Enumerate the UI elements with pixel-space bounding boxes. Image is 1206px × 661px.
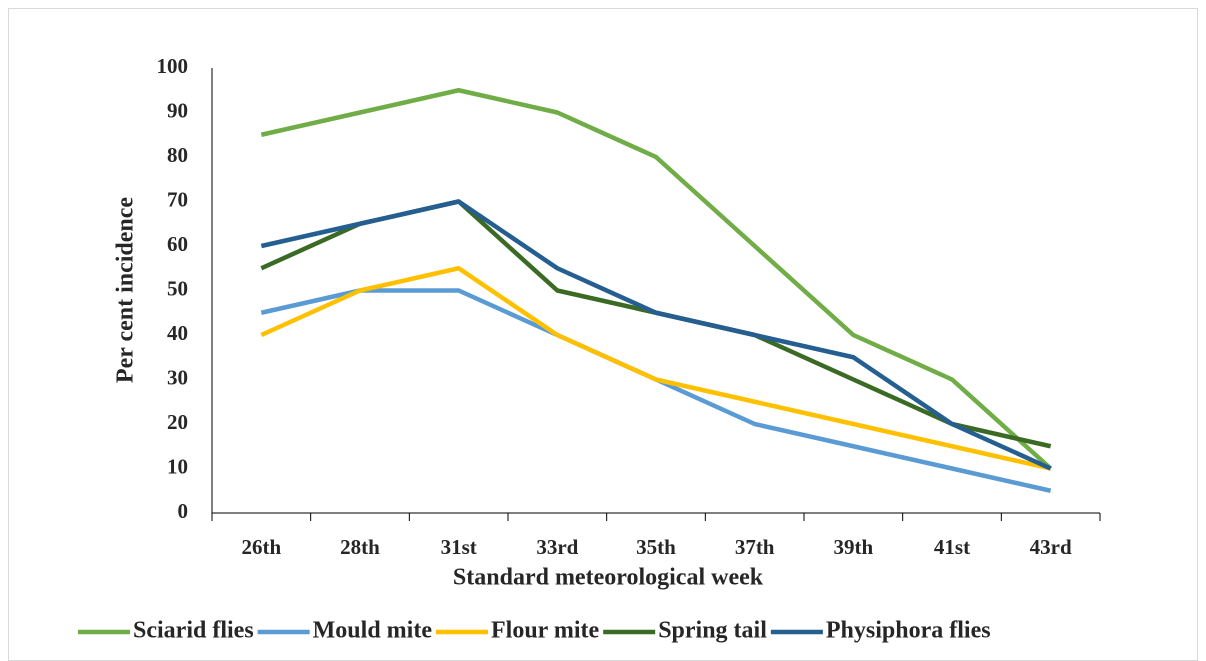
y-tick-label: 70 — [167, 187, 188, 211]
legend-label: Mould mite — [313, 618, 433, 644]
chart-frame — [8, 8, 1198, 661]
y-tick-label: 30 — [167, 365, 188, 389]
legend-label: Flour mite — [491, 618, 600, 644]
legend-label: Sciarid flies — [133, 618, 254, 644]
y-tick-label: 80 — [167, 143, 188, 167]
x-tick-label: 28th — [340, 535, 380, 559]
x-tick-label: 31st — [441, 535, 477, 559]
x-tick-label: 26th — [241, 535, 281, 559]
x-axis-title: Standard meteorological week — [453, 565, 764, 591]
y-axis-title: Per cent incidence — [113, 197, 139, 384]
x-tick-label: 43rd — [1030, 535, 1072, 559]
x-tick-label: 35th — [636, 535, 676, 559]
y-tick-label: 90 — [167, 98, 188, 122]
legend-label: Spring tail — [658, 618, 767, 644]
x-tick-label: 39th — [833, 535, 873, 559]
y-tick-label: 60 — [167, 232, 188, 256]
y-tick-label: 50 — [167, 276, 188, 300]
x-tick-label: 33rd — [536, 535, 578, 559]
series-line — [260, 199, 1052, 471]
y-tick-label: 0 — [178, 499, 189, 523]
series-line — [260, 88, 1053, 471]
y-tick-label: 100 — [157, 54, 189, 78]
y-tick-label: 40 — [167, 321, 188, 345]
series-line — [260, 266, 1052, 471]
x-tick-label: 41st — [934, 535, 970, 559]
y-tick-label: 10 — [167, 454, 188, 478]
x-tick-label: 37th — [735, 535, 775, 559]
legend-label: Physiphora flies — [826, 618, 991, 644]
y-tick-label: 20 — [167, 410, 188, 434]
